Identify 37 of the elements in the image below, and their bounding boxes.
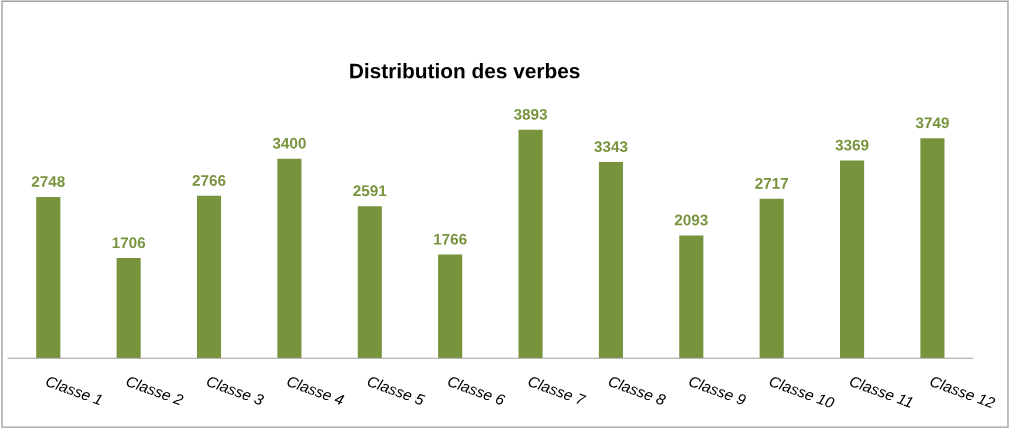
data-label: 3369: [835, 139, 869, 151]
data-label: 2591: [353, 185, 387, 197]
x-tick-label: Classe 8: [607, 375, 667, 406]
data-label: 3893: [513, 108, 547, 120]
bar: [116, 258, 141, 359]
bar: [679, 235, 704, 359]
data-label: 2766: [192, 175, 226, 186]
x-tick-label: Classe 4: [286, 375, 345, 406]
bar: [920, 138, 945, 359]
bar: [357, 206, 382, 359]
bar: [196, 195, 222, 359]
x-tick-label: Classe 5: [366, 375, 426, 406]
x-tick-label: Classe 3: [205, 375, 265, 406]
data-label: 3343: [594, 141, 628, 153]
bar: [759, 198, 784, 359]
x-tick-label: Classe 11: [849, 375, 914, 408]
bar: [438, 254, 463, 359]
data-label: 2717: [755, 177, 789, 189]
data-label: 1706: [112, 237, 146, 249]
data-label: 3400: [272, 137, 306, 149]
x-tick-label: Classe 9: [688, 375, 747, 406]
bar: [518, 129, 543, 359]
x-tick-label: Classe 7: [527, 375, 587, 406]
chart-title: Distribution des verbes: [350, 63, 580, 79]
data-label: 2093: [674, 214, 708, 226]
data-label: 3749: [915, 117, 949, 129]
x-tick-label: Classe 10: [768, 375, 836, 409]
bar: [36, 196, 61, 359]
bar: [277, 158, 302, 359]
bar: [840, 160, 865, 359]
x-tick-label: Classe 1: [45, 375, 103, 406]
x-tick-label: Classe 6: [447, 375, 507, 406]
bar: [598, 162, 623, 359]
data-label: 1766: [434, 233, 467, 245]
data-label: 2748: [31, 176, 65, 187]
x-tick-label: Classe 2: [125, 375, 185, 406]
x-tick-label: Classe 12: [929, 375, 997, 409]
